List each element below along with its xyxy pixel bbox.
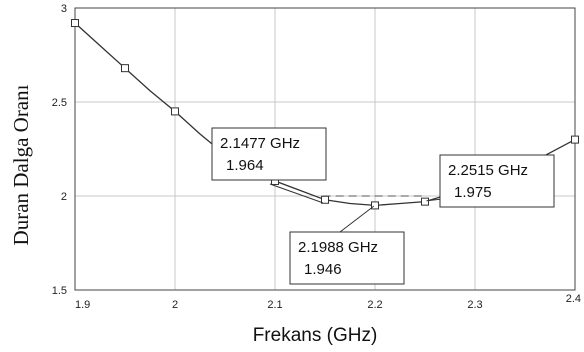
data-marker (171, 107, 179, 116)
x-tick-label: 2.3 (467, 299, 482, 311)
y-tick-label: 2 (61, 191, 67, 203)
callout-frequency: 2.1477 GHz (220, 135, 300, 152)
callout-value: 1.946 (304, 261, 342, 278)
callout-frequency: 2.2515 GHz (448, 162, 528, 179)
y-tick-label: 2.5 (52, 97, 67, 109)
callout-box (439, 154, 555, 208)
y-tick-label: 1.5 (52, 285, 67, 297)
x-tick-label: 1.9 (75, 299, 90, 311)
y-axis-title: Duran Dalga Oranı (9, 84, 33, 245)
annotation-callout: 2.1477 GHz 1.964 (211, 127, 327, 204)
plot-frame (74, 7, 576, 291)
callout-value: 1.964 (226, 157, 264, 174)
annotation-callout: 2.2515 GHz 1.975 (426, 154, 555, 208)
callout-leader (339, 205, 375, 233)
callout-box (211, 127, 327, 181)
annotations: 2.1477 GHz 1.964 2.1988 GHz 1.946 2.2515 GHz… (211, 127, 555, 285)
callout-frequency: 2.1988 GHz (298, 239, 378, 256)
annotation-callout: 2.1988 GHz 1.946 (289, 205, 405, 285)
data-marker (71, 19, 79, 28)
callout-value: 1.975 (454, 184, 492, 201)
data-marker (121, 64, 129, 73)
x-tick-label: 2 (172, 299, 178, 311)
x-tick-label: 2.4 (566, 293, 581, 305)
tick-labels: 1.9 2 2.1 2.2 2.3 2.4 1.5 2 2.5 3 (52, 3, 581, 311)
x-tick-label: 2.1 (267, 299, 282, 311)
x-axis-title: Frekans (GHz) (253, 325, 378, 346)
data-marker (421, 197, 429, 206)
data-marker (371, 201, 379, 210)
data-marker (321, 195, 329, 204)
plot-border (74, 7, 576, 291)
callout-box (289, 231, 405, 285)
x-tick-label: 2.2 (367, 299, 382, 311)
data-marker (571, 135, 579, 144)
y-tick-label: 3 (61, 3, 67, 15)
callout-leader (269, 183, 323, 204)
